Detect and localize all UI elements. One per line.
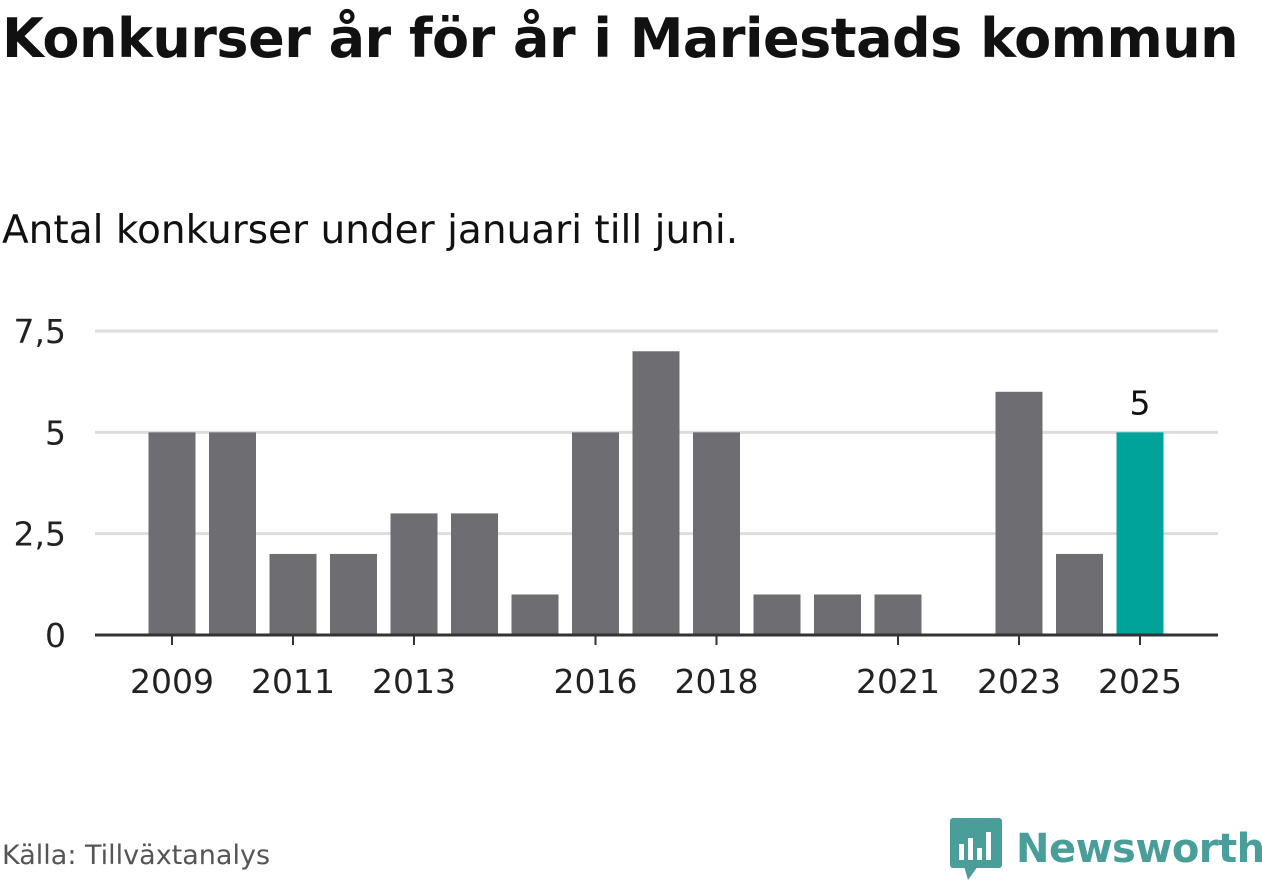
brand-mark: Newsworthy [950, 818, 1262, 880]
bar [511, 594, 559, 635]
bar [390, 513, 438, 635]
bar [995, 391, 1043, 635]
chart-title: Konkurser år för år i Mariestads kommun [2, 7, 1239, 70]
x-tick-label: 2021 [856, 662, 940, 701]
bar [269, 553, 317, 635]
x-tick-label: 2013 [372, 662, 456, 701]
x-tick-label: 2009 [130, 662, 214, 701]
bar [209, 432, 256, 635]
bar [632, 351, 680, 635]
bar [1116, 432, 1164, 635]
y-tick-label: 2,5 [14, 515, 66, 554]
bar [1056, 553, 1103, 635]
source-note: Källa: Tillväxtanalys [2, 840, 271, 871]
x-tick-label: 2025 [1098, 662, 1182, 701]
x-tick-label: 2016 [554, 662, 638, 701]
newsworthy-logo-icon [950, 818, 1002, 880]
bar [451, 513, 498, 635]
x-tick-label: 2023 [977, 662, 1061, 701]
bar [330, 553, 377, 635]
y-tick-label: 0 [45, 616, 66, 655]
bar [693, 432, 740, 635]
y-tick-label: 5 [45, 413, 66, 452]
y-tick-label: 7,5 [14, 312, 66, 351]
chart-subtitle: Antal konkurser under januari till juni. [2, 208, 739, 253]
bar [753, 594, 801, 635]
x-tick-label: 2018 [675, 662, 759, 701]
brand-name: Newsworthy [1016, 826, 1262, 872]
x-tick-label: 2011 [251, 662, 335, 701]
bar [148, 432, 196, 635]
bar [572, 432, 619, 635]
bar-chart: 0 2,5 5 7,5 2009 2011 2013 2016 2018 2021 2023 2025… [14, 312, 1218, 701]
bar [874, 594, 922, 635]
bar [814, 594, 861, 635]
data-label: 5 [1130, 383, 1151, 422]
